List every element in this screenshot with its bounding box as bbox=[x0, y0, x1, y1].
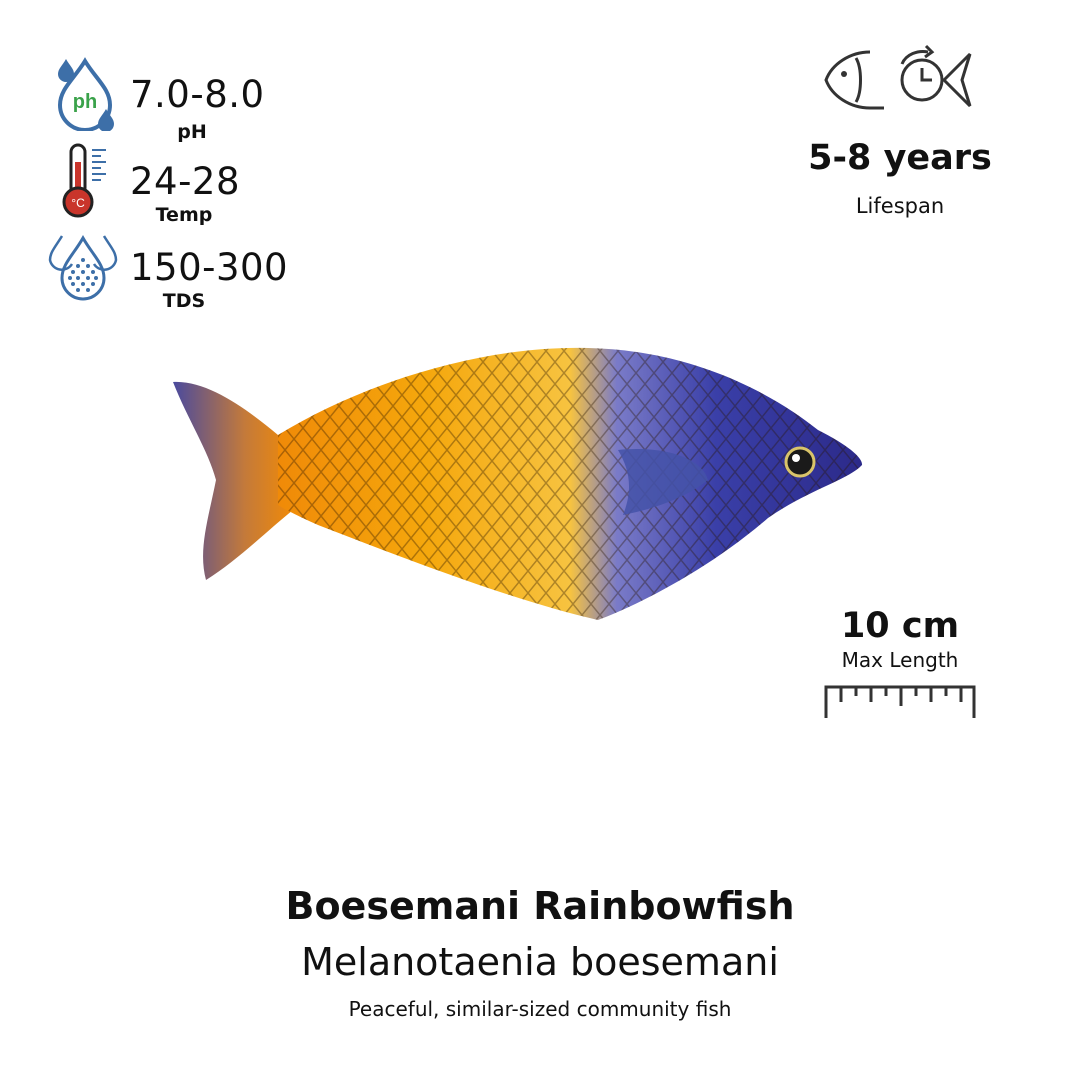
length-value: 10 cm bbox=[840, 606, 960, 646]
ph-value: 7.0-8.0 bbox=[130, 73, 265, 116]
ph-drop-icon: ph bbox=[52, 55, 120, 131]
fish-description: Peaceful, similar-sized community fish bbox=[348, 997, 732, 1021]
temp-value: 24-28 bbox=[130, 160, 241, 203]
thermo-icon-text: °C bbox=[71, 196, 85, 210]
ph-param: ph 7.0-8.0 pH bbox=[52, 55, 302, 145]
tds-label: TDS bbox=[162, 290, 206, 312]
tds-param: 150-300 TDS bbox=[46, 228, 306, 318]
lifespan-block: 5-8 years Lifespan bbox=[790, 40, 1010, 230]
length-label: Max Length bbox=[841, 648, 959, 672]
scientific-name: Melanotaenia boesemani bbox=[301, 940, 779, 984]
rainbowfish-image bbox=[168, 340, 868, 630]
pectoral-fin bbox=[618, 449, 708, 515]
temp-label: Temp bbox=[155, 204, 213, 226]
thermometer-icon: °C bbox=[60, 142, 116, 220]
ruler-icon bbox=[824, 684, 976, 720]
tds-drops-icon bbox=[46, 230, 120, 302]
tail-fin bbox=[173, 381, 293, 580]
temp-param: °C 24-28 Temp bbox=[52, 140, 302, 230]
lifespan-value: 5-8 years bbox=[808, 138, 992, 178]
ph-label: pH bbox=[177, 121, 207, 143]
lifespan-label: Lifespan bbox=[855, 194, 945, 218]
tds-value: 150-300 bbox=[130, 246, 289, 289]
fish-eye bbox=[784, 446, 816, 478]
length-block: 10 cm Max Length bbox=[800, 600, 1000, 730]
fish-clock-icon bbox=[822, 42, 978, 116]
ph-icon-text: ph bbox=[73, 91, 97, 113]
common-name: Boesemani Rainbowfish bbox=[285, 884, 795, 928]
